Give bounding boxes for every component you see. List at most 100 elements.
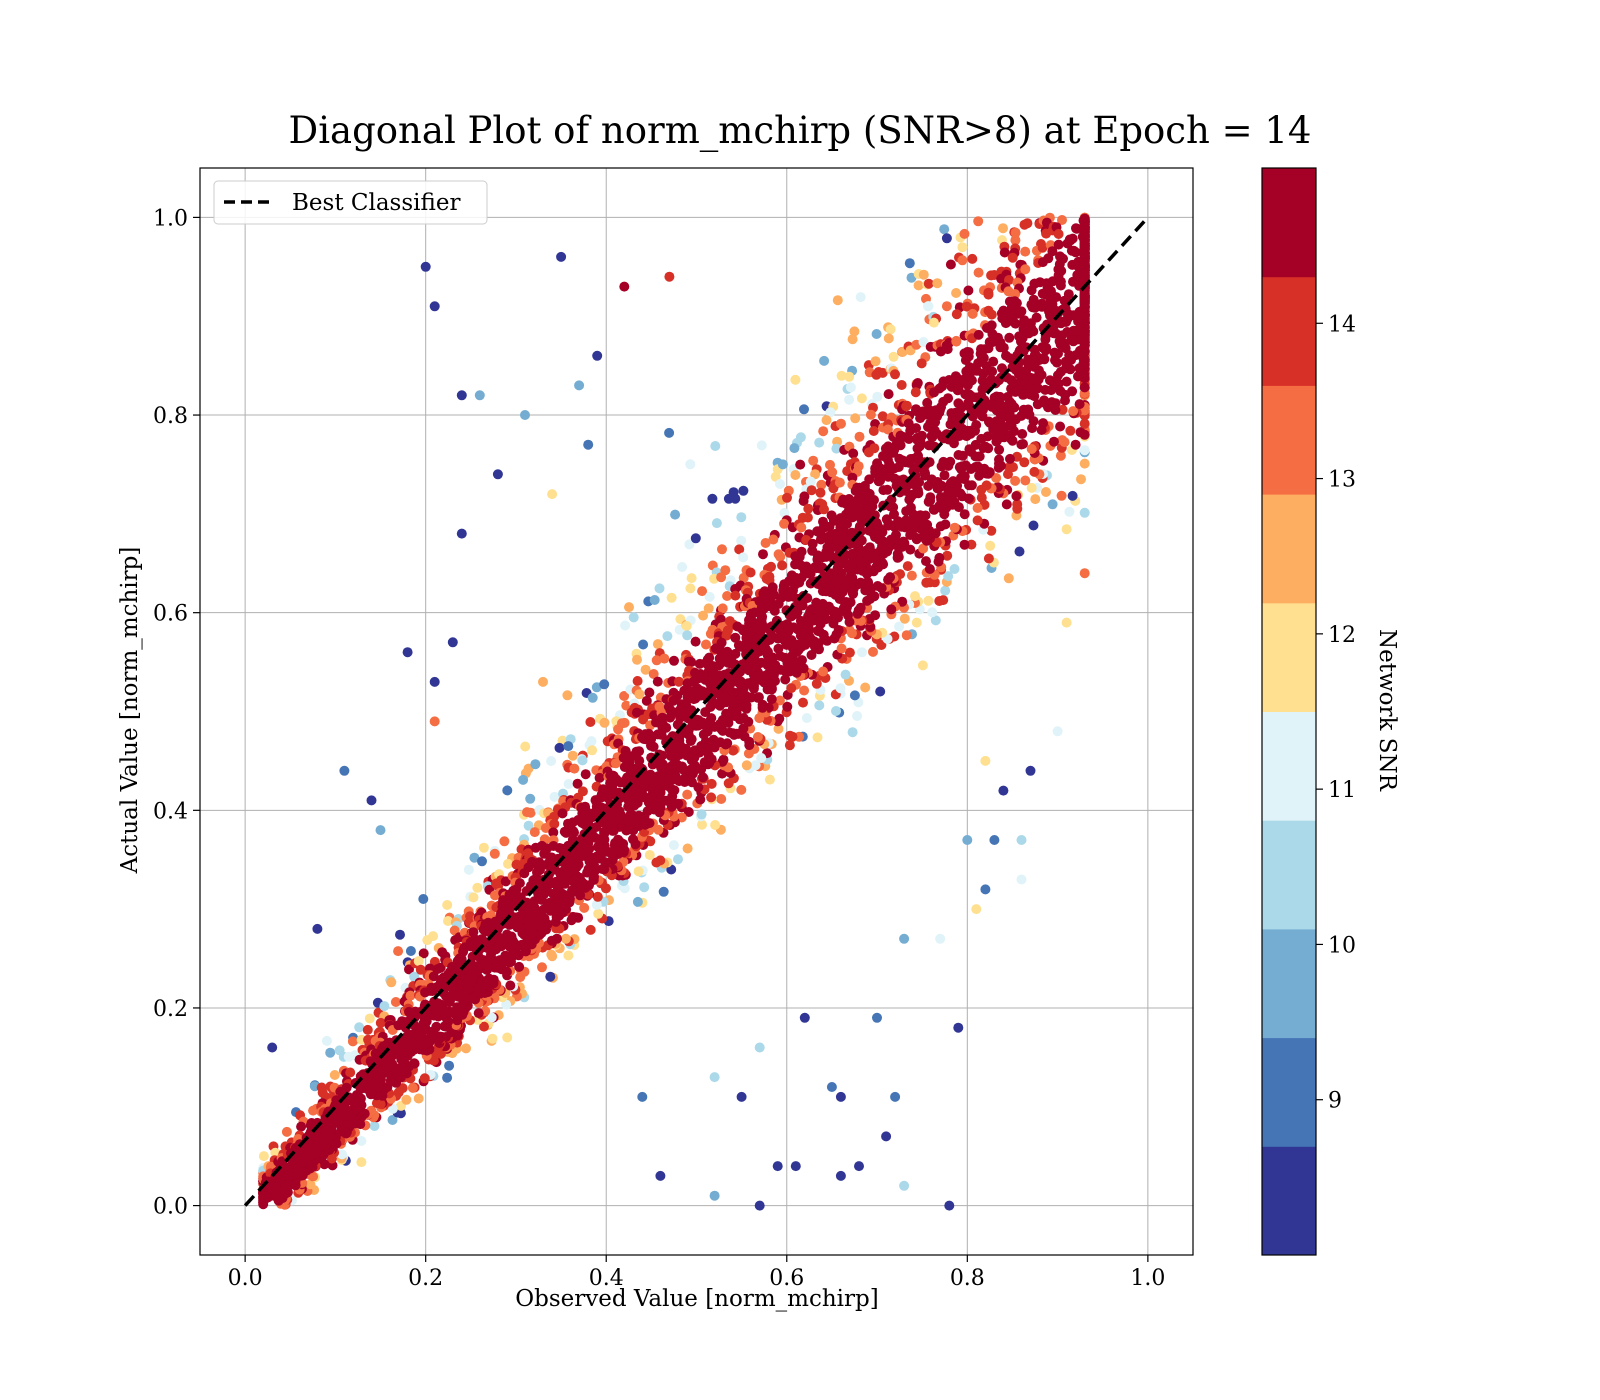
legend: Best Classifier [213, 180, 488, 225]
scatter-point [745, 567, 756, 578]
scatter-point [1079, 291, 1090, 302]
scatter-point [1004, 462, 1015, 473]
scatter-point [1032, 399, 1043, 410]
scatter-point [413, 956, 424, 967]
scatter-point [1055, 280, 1066, 291]
scatter-point-outlier [637, 1091, 648, 1102]
scatter-point [934, 552, 945, 563]
scatter-point [882, 424, 893, 435]
scatter-point [649, 595, 660, 605]
scatter-point [741, 760, 752, 771]
scatter-point [447, 990, 458, 1001]
scatter-point [971, 420, 982, 430]
scatter-point [918, 543, 929, 554]
scatter-point [815, 487, 826, 498]
y-tick-label: 1.0 [153, 206, 188, 231]
scatter-point [777, 459, 788, 470]
scatter-point [683, 807, 694, 817]
scatter-point [644, 850, 655, 860]
scatter-point [548, 827, 559, 838]
scatter-point [583, 842, 594, 853]
scatter-point [976, 492, 987, 503]
scatter-point [1079, 445, 1090, 456]
scatter-point [689, 745, 700, 756]
scatter-point [711, 518, 722, 529]
scatter-point [487, 1033, 498, 1044]
scatter-point [404, 964, 414, 975]
scatter-point [1010, 289, 1021, 300]
scatter-point [901, 400, 912, 411]
scatter-point [697, 717, 708, 728]
scatter-point [983, 553, 994, 564]
scatter-point-outlier [935, 933, 946, 944]
scatter-point [296, 1121, 307, 1132]
scatter-point [356, 1157, 367, 1168]
scatter-point [910, 591, 920, 602]
scatter-point-outlier [754, 1200, 765, 1211]
scatter-point [923, 278, 934, 289]
scatter-point [696, 809, 707, 820]
scatter-point [940, 585, 951, 596]
scatter-point [412, 1030, 423, 1041]
scatter-point [546, 949, 557, 960]
scatter-point [967, 253, 978, 264]
scatter-point [1043, 253, 1054, 264]
scatter-point [392, 1047, 403, 1058]
scatter-point [362, 1024, 373, 1035]
scatter-point [347, 1036, 358, 1047]
colorbar-tick-label: 12 [1328, 623, 1356, 648]
scatter-point-outlier [890, 1091, 901, 1102]
scatter-point [831, 706, 841, 716]
scatter-point [686, 573, 697, 584]
scatter-point-outlier [899, 1180, 910, 1191]
scatter-point [756, 753, 767, 763]
scatter-point [764, 774, 775, 785]
scatter-point [994, 454, 1004, 465]
colorbar-segment [1262, 820, 1316, 930]
scatter-point [945, 259, 956, 270]
colorbar-tick-label: 10 [1328, 933, 1356, 958]
scatter-point [560, 933, 571, 944]
scatter-point-outlier [872, 1012, 882, 1023]
scatter-point [738, 552, 749, 563]
scatter-point [628, 834, 638, 845]
scatter-point [1010, 235, 1021, 246]
scatter-point [1073, 371, 1083, 382]
scatter-point-outlier [420, 261, 431, 272]
scatter-point [682, 630, 693, 641]
scatter-point [854, 431, 865, 442]
scatter-point [1040, 334, 1051, 345]
scatter-point [372, 1073, 383, 1084]
scatter-point [849, 326, 860, 337]
scatter-point [698, 610, 709, 621]
scatter-point-outlier [1016, 874, 1027, 885]
scatter-point-outlier [772, 1161, 783, 1172]
scatter-point [1079, 458, 1090, 469]
scatter-point [821, 415, 832, 426]
scatter-point [306, 1145, 317, 1156]
colorbar-segment [1262, 1037, 1316, 1147]
scatter-point [1038, 418, 1049, 429]
scatter-point [868, 646, 878, 657]
scatter-point [928, 317, 939, 328]
scatter-point [976, 484, 987, 495]
scatter-point [661, 722, 672, 733]
scatter-point [1079, 216, 1090, 227]
scatter-point-outlier [998, 785, 1009, 796]
colorbar-segment [1262, 494, 1316, 604]
scatter-point [910, 387, 921, 398]
scatter-point [789, 443, 800, 454]
scatter-point [548, 888, 559, 899]
scatter-point-outlier [456, 528, 467, 539]
scatter-point [568, 911, 578, 922]
scatter-point [811, 678, 822, 689]
scatter-point [799, 404, 809, 415]
scatter-point [706, 778, 717, 789]
scatter-point [899, 613, 910, 624]
scatter-point-outlier [709, 1190, 720, 1201]
scatter-point [419, 1073, 430, 1084]
scatter-point [738, 572, 749, 583]
scatter-point-outlier [447, 637, 458, 648]
scatter-point-outlier [980, 884, 991, 895]
scatter-point [683, 729, 694, 740]
